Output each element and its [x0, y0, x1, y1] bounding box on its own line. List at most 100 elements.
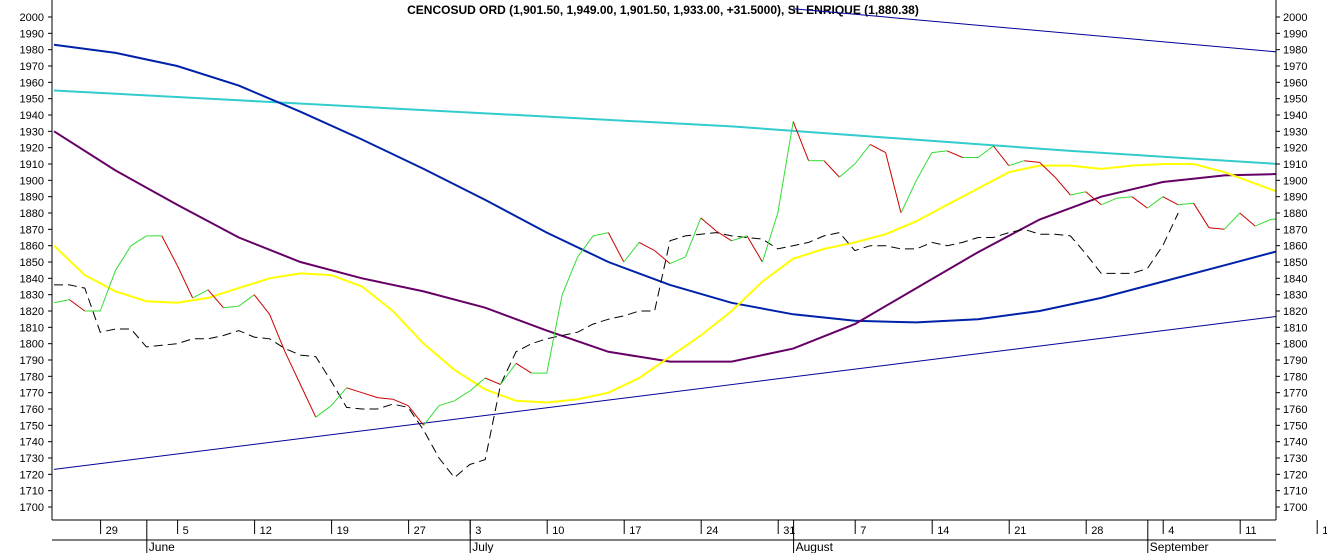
- purple-ma-line: [53, 130, 1276, 363]
- y-tick-label-right: 1910: [1283, 159, 1307, 171]
- price-segment: [561, 256, 579, 295]
- y-tick-label-right: 1940: [1283, 110, 1307, 122]
- price-segment: [1008, 160, 1025, 167]
- y-tick-label-right: 1870: [1283, 224, 1307, 236]
- price-segment: [223, 305, 239, 309]
- price-segment: [839, 163, 856, 178]
- x-tick-label: 24: [706, 525, 718, 537]
- lower-trendline-line: [53, 315, 1276, 470]
- price-segment: [1054, 176, 1071, 196]
- y-tick-label-right: 1750: [1283, 420, 1307, 432]
- y-tick-label-left: 1990: [20, 28, 44, 40]
- y-tick-label-left: 1940: [20, 110, 44, 122]
- y-tick-label-right: 1720: [1283, 469, 1307, 481]
- price-segment: [1039, 162, 1056, 178]
- month-label: August: [796, 540, 834, 553]
- y-tick-label-right: 1840: [1283, 273, 1307, 285]
- yellow-ma-line: [53, 163, 1276, 404]
- y-tick-label-left: 1810: [20, 322, 44, 334]
- y-tick-label-right: 1700: [1283, 502, 1307, 514]
- price-segment: [1131, 196, 1148, 209]
- y-tick-label-right: 1800: [1283, 339, 1307, 351]
- chart-title: CENCOSUD ORD (1,901.50, 1,949.00, 1,901.…: [407, 3, 919, 17]
- y-tick-label-left: 1790: [20, 355, 44, 367]
- price-segment: [1239, 212, 1256, 227]
- price-segment: [315, 405, 332, 418]
- y-tick-label-right: 1850: [1283, 257, 1307, 269]
- x-axis-ticks: 2951219273101724317142128411182529JuneJu…: [100, 520, 1327, 553]
- y-tick-label-right: 1810: [1283, 322, 1307, 334]
- y-tick-label-left: 1920: [20, 143, 44, 155]
- price-segment: [161, 235, 178, 266]
- price-segment: [869, 143, 886, 154]
- y-tick-label-left: 1760: [20, 404, 44, 416]
- y-tick-label-right: 1880: [1283, 208, 1307, 220]
- y-tick-label-left: 2000: [20, 12, 44, 24]
- y-tick-label-right: 1780: [1283, 371, 1307, 383]
- y-tick-label-right: 1980: [1283, 45, 1307, 57]
- price-segment: [654, 250, 671, 264]
- price-segment: [115, 245, 132, 271]
- y-tick-label-left: 1710: [20, 486, 44, 498]
- price-segment: [1208, 227, 1225, 230]
- price-segment: [715, 230, 732, 242]
- price-segment: [792, 121, 810, 161]
- price-segment: [1116, 196, 1133, 199]
- series-layer: [53, 8, 1276, 479]
- y-tick-label-left: 1910: [20, 159, 44, 171]
- y-tick-label-right: 1920: [1283, 143, 1307, 155]
- x-tick-label: 10: [552, 525, 564, 537]
- price-segment: [577, 235, 594, 258]
- month-label: June: [149, 540, 175, 553]
- price-segment: [947, 150, 963, 158]
- price-segment: [330, 387, 347, 407]
- price-segment: [485, 377, 501, 385]
- price-segment: [269, 314, 286, 352]
- price-segment: [931, 150, 948, 154]
- x-tick-label: 28: [1091, 525, 1103, 537]
- y-tick-label-left: 1900: [20, 175, 44, 187]
- price-segment: [454, 390, 471, 402]
- y-tick-label-right: 1790: [1283, 355, 1307, 367]
- price-segment: [1101, 197, 1117, 206]
- price-segment: [438, 400, 455, 407]
- month-label: July: [472, 540, 493, 553]
- price-segment: [977, 145, 994, 158]
- cyan-ma-line: [53, 89, 1276, 165]
- price-segment: [392, 398, 409, 407]
- y-tick-label-right: 1890: [1283, 192, 1307, 204]
- price-segment: [1024, 160, 1040, 163]
- price-segment: [669, 256, 686, 265]
- y-tick-label-left: 1850: [20, 257, 44, 269]
- y-tick-label-right: 1960: [1283, 77, 1307, 89]
- price-segment: [69, 299, 86, 312]
- price-segment: [99, 270, 117, 312]
- y-tick-label-left: 1750: [20, 420, 44, 432]
- price-segment: [207, 289, 224, 309]
- month-label: September: [1150, 540, 1209, 553]
- price-segment: [53, 299, 70, 304]
- price-segment: [1070, 191, 1086, 196]
- dashed-line: [54, 212, 1179, 479]
- price-segment: [377, 397, 393, 400]
- y-tick-label-left: 1820: [20, 306, 44, 318]
- y-tick-label-right: 1830: [1283, 290, 1307, 302]
- y-tick-label-left: 1800: [20, 339, 44, 351]
- price-segment: [700, 217, 717, 232]
- price-segment: [407, 405, 424, 426]
- price-segment: [623, 242, 640, 263]
- x-tick-label: 11: [1245, 525, 1256, 537]
- price-segment: [546, 294, 563, 374]
- x-tick-label: 4: [1168, 525, 1174, 537]
- y-tick-label-right: 2000: [1283, 12, 1307, 24]
- price-segment: [469, 377, 486, 392]
- y-tick-label-right: 1740: [1283, 437, 1307, 449]
- x-tick-label: 18: [1322, 525, 1327, 537]
- price-segment: [515, 362, 532, 374]
- price-segment: [1224, 212, 1241, 230]
- x-tick-label: 19: [337, 525, 349, 537]
- price-segment: [885, 152, 902, 214]
- price-segment: [854, 144, 871, 165]
